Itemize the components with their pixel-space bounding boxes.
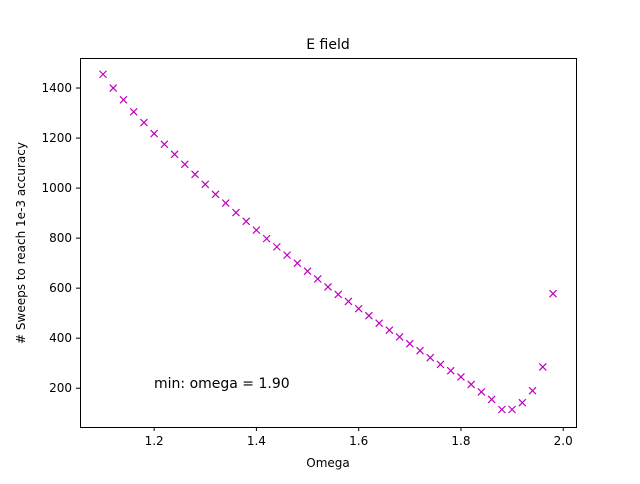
x-tick-label: 1.6 bbox=[349, 434, 368, 448]
data-point bbox=[518, 398, 527, 407]
x-tick-label: 1.8 bbox=[451, 434, 470, 448]
data-point bbox=[457, 373, 465, 381]
data-point bbox=[109, 84, 118, 92]
y-axis-ticks: 200 400 600 800 1000 1200 1400 bbox=[41, 81, 80, 395]
data-point bbox=[477, 388, 486, 396]
data-point bbox=[211, 190, 220, 199]
y-tick-label: 600 bbox=[49, 281, 72, 295]
data-point bbox=[150, 129, 159, 138]
data-point bbox=[538, 363, 547, 371]
y-tick-label: 800 bbox=[49, 231, 72, 245]
data-point bbox=[283, 251, 292, 260]
data-point bbox=[364, 311, 373, 320]
data-point bbox=[324, 282, 332, 291]
y-tick-label: 200 bbox=[49, 381, 72, 395]
data-point bbox=[344, 297, 353, 306]
data-point bbox=[201, 180, 210, 189]
y-tick-label: 1000 bbox=[41, 181, 72, 195]
y-tick-label: 400 bbox=[49, 331, 72, 345]
chart-title: E field bbox=[306, 37, 350, 53]
data-point bbox=[313, 274, 322, 283]
data-points bbox=[99, 70, 557, 414]
x-tick-label: 1.2 bbox=[145, 434, 164, 448]
x-axis-ticks: 1.2 1.4 1.6 1.8 2.0 bbox=[145, 427, 573, 448]
data-point bbox=[180, 160, 189, 169]
data-point bbox=[139, 118, 148, 127]
data-point bbox=[446, 366, 455, 375]
x-axis-label: Omega bbox=[306, 456, 350, 470]
data-point bbox=[395, 333, 404, 341]
data-point bbox=[252, 226, 261, 235]
data-point bbox=[436, 360, 445, 369]
data-point bbox=[405, 339, 414, 348]
data-point bbox=[293, 259, 302, 268]
x-tick-label: 1.4 bbox=[247, 434, 266, 448]
data-point bbox=[242, 217, 251, 226]
data-point bbox=[160, 140, 169, 149]
data-point bbox=[129, 107, 138, 116]
data-point bbox=[99, 70, 107, 79]
data-point bbox=[385, 326, 394, 335]
data-point bbox=[549, 289, 557, 298]
data-point bbox=[426, 353, 435, 362]
data-point bbox=[334, 290, 343, 299]
data-point bbox=[119, 95, 128, 104]
y-tick-label: 1400 bbox=[41, 81, 72, 95]
data-point bbox=[232, 208, 240, 217]
data-point bbox=[416, 346, 424, 355]
y-axis-label: # Sweeps to reach 1e-3 accuracy bbox=[14, 142, 28, 344]
data-point bbox=[170, 150, 179, 159]
data-point bbox=[191, 170, 199, 179]
data-point bbox=[354, 304, 363, 313]
data-point bbox=[262, 234, 271, 243]
data-point bbox=[303, 267, 312, 276]
min-annotation: min: omega = 1.90 bbox=[154, 376, 290, 392]
y-tick-label: 1200 bbox=[41, 131, 72, 145]
data-point bbox=[487, 395, 496, 404]
data-point bbox=[508, 405, 517, 414]
data-point bbox=[375, 319, 384, 328]
data-point bbox=[528, 386, 537, 395]
x-tick-label: 2.0 bbox=[554, 434, 573, 448]
data-point bbox=[497, 405, 506, 414]
data-point bbox=[467, 380, 476, 389]
data-point bbox=[221, 199, 230, 208]
data-point bbox=[272, 242, 281, 251]
plot-frame bbox=[80, 58, 577, 428]
